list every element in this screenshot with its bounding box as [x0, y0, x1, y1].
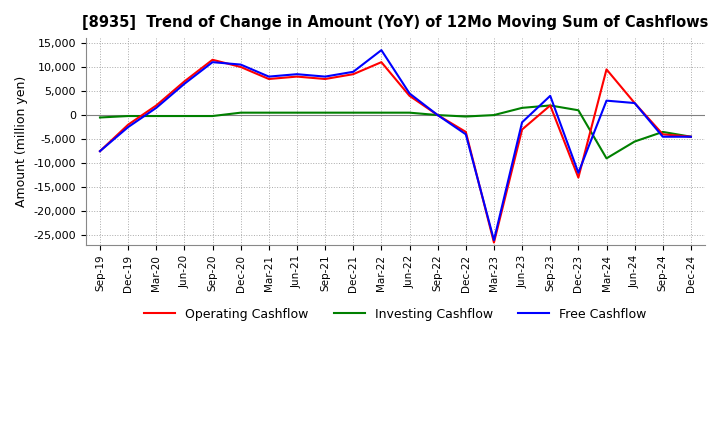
Investing Cashflow	[630, 139, 639, 144]
Investing Cashflow	[659, 129, 667, 135]
Investing Cashflow	[124, 114, 132, 119]
Investing Cashflow	[264, 110, 273, 115]
Investing Cashflow	[292, 110, 301, 115]
Investing Cashflow	[236, 110, 245, 115]
Investing Cashflow	[349, 110, 358, 115]
Free Cashflow	[208, 59, 217, 65]
Operating Cashflow	[659, 132, 667, 137]
Operating Cashflow	[518, 127, 526, 132]
Free Cashflow	[349, 69, 358, 74]
Operating Cashflow	[321, 77, 330, 82]
Free Cashflow	[96, 149, 104, 154]
Free Cashflow	[518, 120, 526, 125]
Free Cashflow	[180, 81, 189, 86]
Operating Cashflow	[405, 93, 414, 99]
Free Cashflow	[152, 105, 161, 110]
Investing Cashflow	[152, 114, 161, 119]
Operating Cashflow	[96, 149, 104, 154]
Investing Cashflow	[602, 156, 611, 161]
Operating Cashflow	[377, 59, 386, 65]
Operating Cashflow	[349, 72, 358, 77]
Operating Cashflow	[602, 67, 611, 72]
Free Cashflow	[630, 100, 639, 106]
Operating Cashflow	[208, 57, 217, 62]
Operating Cashflow	[490, 240, 498, 245]
Free Cashflow	[236, 62, 245, 67]
Free Cashflow	[292, 72, 301, 77]
Free Cashflow	[405, 91, 414, 96]
Free Cashflow	[490, 238, 498, 243]
Investing Cashflow	[405, 110, 414, 115]
Operating Cashflow	[180, 79, 189, 84]
Line: Investing Cashflow: Investing Cashflow	[100, 106, 691, 158]
Free Cashflow	[546, 93, 554, 99]
Free Cashflow	[124, 125, 132, 130]
Free Cashflow	[462, 132, 470, 137]
Operating Cashflow	[546, 103, 554, 108]
Operating Cashflow	[124, 122, 132, 127]
Investing Cashflow	[546, 103, 554, 108]
Investing Cashflow	[518, 105, 526, 110]
Free Cashflow	[687, 134, 696, 139]
Line: Operating Cashflow: Operating Cashflow	[100, 60, 691, 242]
Free Cashflow	[377, 48, 386, 53]
Investing Cashflow	[377, 110, 386, 115]
Legend: Operating Cashflow, Investing Cashflow, Free Cashflow: Operating Cashflow, Investing Cashflow, …	[139, 303, 652, 326]
Investing Cashflow	[208, 114, 217, 119]
Investing Cashflow	[490, 113, 498, 118]
Free Cashflow	[602, 98, 611, 103]
Operating Cashflow	[236, 64, 245, 70]
Y-axis label: Amount (million yen): Amount (million yen)	[15, 76, 28, 207]
Operating Cashflow	[292, 74, 301, 79]
Investing Cashflow	[574, 108, 582, 113]
Free Cashflow	[264, 74, 273, 79]
Operating Cashflow	[630, 100, 639, 106]
Free Cashflow	[574, 170, 582, 176]
Operating Cashflow	[152, 103, 161, 108]
Investing Cashflow	[462, 114, 470, 119]
Free Cashflow	[433, 113, 442, 118]
Operating Cashflow	[264, 77, 273, 82]
Free Cashflow	[321, 74, 330, 79]
Investing Cashflow	[180, 114, 189, 119]
Title: [8935]  Trend of Change in Amount (YoY) of 12Mo Moving Sum of Cashflows: [8935] Trend of Change in Amount (YoY) o…	[82, 15, 708, 30]
Investing Cashflow	[687, 134, 696, 139]
Investing Cashflow	[433, 113, 442, 118]
Investing Cashflow	[321, 110, 330, 115]
Free Cashflow	[659, 134, 667, 139]
Operating Cashflow	[574, 175, 582, 180]
Line: Free Cashflow: Free Cashflow	[100, 50, 691, 240]
Operating Cashflow	[433, 113, 442, 118]
Operating Cashflow	[462, 129, 470, 135]
Investing Cashflow	[96, 115, 104, 120]
Operating Cashflow	[687, 134, 696, 139]
